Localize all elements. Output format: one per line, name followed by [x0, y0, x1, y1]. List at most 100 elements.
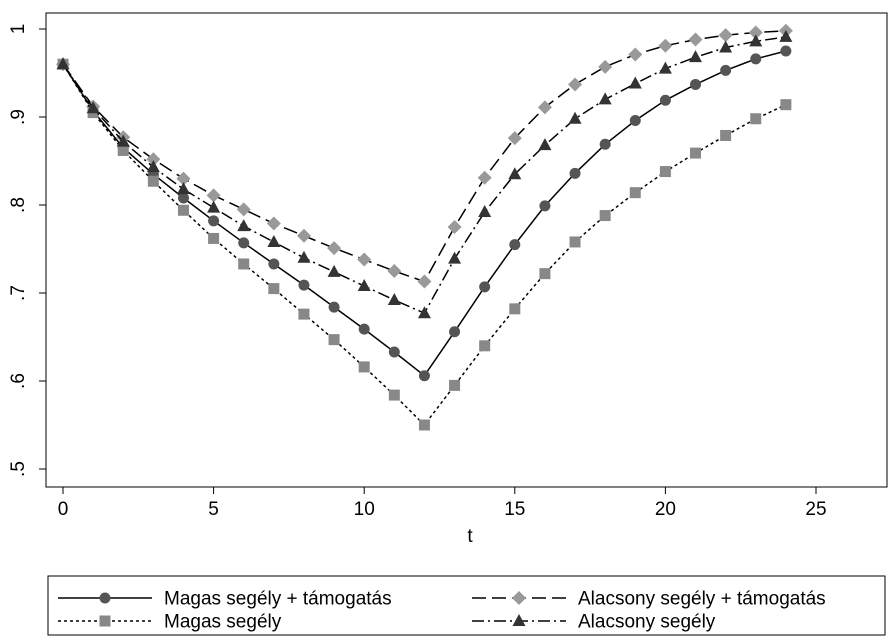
data-point — [537, 100, 552, 115]
data-point — [297, 250, 311, 263]
data-point — [539, 268, 551, 280]
data-point — [568, 77, 583, 92]
data-point — [358, 323, 370, 335]
data-point — [388, 346, 400, 358]
data-point — [629, 115, 641, 127]
legend-label: Alacsony segély + támogatás — [578, 589, 826, 610]
data-point — [358, 361, 370, 373]
data-point — [327, 264, 341, 277]
legend-item-2: Alacsony segély + támogatás — [472, 589, 826, 610]
series-2 — [56, 23, 793, 289]
legend-item-1: Magas segély + támogatás — [58, 589, 392, 610]
x-tick-label: 0 — [58, 499, 69, 520]
data-point — [236, 202, 251, 217]
data-point — [237, 219, 251, 232]
x-axis-title: t — [467, 526, 473, 547]
legend-item-3: Magas segély — [58, 612, 282, 633]
data-point — [388, 389, 400, 401]
data-point — [720, 129, 732, 141]
data-point — [327, 241, 342, 256]
plot-frame — [45, 12, 888, 488]
data-point — [147, 175, 159, 187]
data-point — [719, 40, 733, 53]
data-point — [659, 94, 671, 106]
data-point — [176, 171, 191, 186]
data-point — [177, 192, 189, 204]
legend-marker — [99, 615, 111, 627]
data-point — [86, 101, 100, 114]
legend: Magas segély + támogatás Alacsony segély … — [58, 589, 826, 633]
series-4 — [56, 29, 793, 319]
data-point — [538, 138, 552, 151]
data-point — [268, 258, 280, 270]
data-point — [779, 29, 793, 42]
data-point — [238, 258, 250, 270]
data-point — [478, 205, 492, 218]
data-point — [177, 204, 189, 216]
data-point — [448, 251, 462, 264]
legend-item-4: Alacsony segély — [472, 612, 716, 633]
legend-label: Alacsony segély — [578, 612, 716, 633]
legend-marker — [99, 592, 111, 604]
y-tick-label: .9 — [8, 109, 29, 125]
data-point — [208, 215, 220, 227]
y-tick-label: .8 — [8, 197, 29, 213]
data-point — [238, 237, 250, 249]
data-point — [417, 274, 432, 289]
data-point — [447, 220, 462, 234]
data-point — [658, 61, 672, 74]
data-point — [449, 326, 461, 338]
data-point — [56, 57, 70, 70]
legend-marker — [512, 614, 526, 626]
data-point — [298, 308, 310, 320]
data-point — [387, 293, 401, 306]
data-point — [298, 279, 310, 291]
data-point — [599, 138, 611, 150]
data-point — [658, 38, 673, 53]
data-point — [296, 228, 311, 243]
data-point — [508, 167, 522, 180]
data-point — [418, 419, 430, 431]
data-point — [116, 134, 130, 147]
data-point — [690, 78, 702, 90]
data-point — [176, 182, 190, 195]
y-tick-label: .5 — [8, 461, 29, 477]
x-tick-label: 20 — [655, 499, 676, 520]
data-point — [629, 187, 641, 199]
data-point — [387, 264, 402, 278]
data-point — [357, 278, 371, 291]
data-point — [569, 236, 581, 248]
x-tick-label: 5 — [208, 499, 219, 520]
data-point — [690, 147, 702, 159]
data-point — [146, 160, 160, 173]
data-point — [509, 303, 521, 315]
legend-marker — [512, 591, 526, 605]
series-1 — [57, 45, 792, 382]
data-point — [207, 200, 221, 213]
data-point — [507, 131, 522, 146]
data-point — [720, 64, 732, 76]
legend-label: Magas segély + támogatás — [164, 589, 392, 610]
data-point — [689, 50, 703, 63]
y-tick-label: 1 — [8, 24, 29, 35]
series-line — [62, 50, 787, 377]
data-point — [208, 232, 220, 244]
data-point — [418, 370, 430, 382]
data-point — [750, 113, 762, 125]
data-point — [449, 379, 461, 391]
data-point — [146, 152, 161, 167]
data-point — [569, 167, 581, 179]
data-point — [267, 234, 281, 247]
legend-box — [47, 575, 886, 636]
y-tick-label: .6 — [8, 373, 29, 389]
data-point — [568, 111, 582, 124]
data-point — [417, 306, 431, 319]
data-point — [688, 32, 703, 47]
data-point — [718, 28, 733, 43]
data-point — [598, 92, 612, 105]
data-point — [509, 239, 521, 251]
legend-label: Magas segély — [164, 612, 282, 633]
data-point — [266, 216, 281, 231]
data-point — [268, 283, 280, 295]
